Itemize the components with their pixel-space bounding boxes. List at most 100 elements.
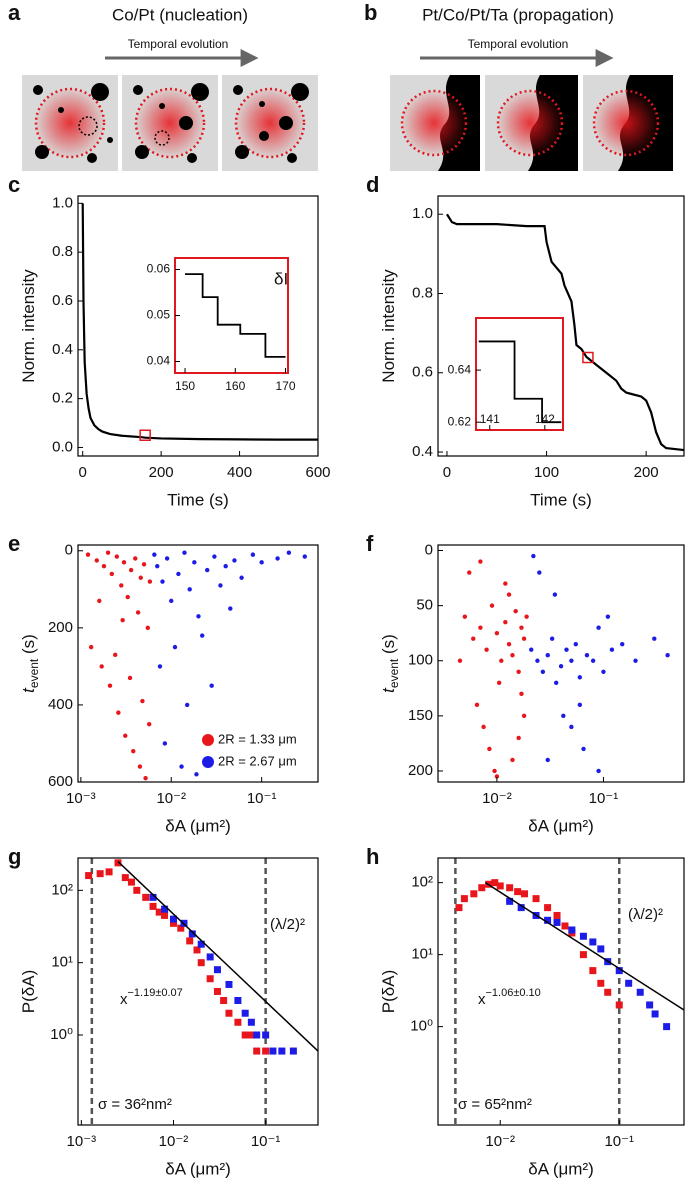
point: [516, 669, 521, 674]
point: [569, 724, 574, 730]
point: [85, 872, 93, 880]
point: [206, 975, 214, 983]
x-tick-label: 170: [275, 379, 295, 393]
point: [262, 1031, 270, 1039]
plot-frame: [77, 195, 319, 457]
x-tick-label: 400: [227, 464, 252, 481]
point: [532, 895, 540, 903]
x-tick-label: 600: [305, 464, 330, 481]
data-line: [484, 882, 685, 1011]
plot-area: [85, 550, 307, 781]
point: [247, 1018, 255, 1026]
point: [96, 870, 104, 878]
point: [152, 552, 157, 557]
point: [169, 598, 174, 604]
y-tick-label: 600: [48, 773, 73, 790]
y-axis-label-main: P(δA): [19, 970, 38, 1013]
point: [646, 1001, 654, 1009]
point: [105, 868, 113, 876]
point: [455, 904, 463, 912]
point: [149, 902, 157, 910]
point: [561, 922, 569, 930]
point: [239, 575, 244, 580]
x-tick-label: 160: [225, 379, 245, 393]
y-tick-label: 10⁰: [50, 1026, 73, 1043]
y-tick-label: 200: [408, 762, 433, 779]
point: [225, 1009, 233, 1017]
y-axis-label: Norm. intensity: [19, 269, 38, 383]
y-tick-label: 10⁰: [410, 1018, 433, 1035]
point: [289, 1047, 297, 1055]
legend-label: 2R = 2.67 μm: [218, 753, 297, 768]
point: [169, 919, 177, 927]
x-tick-label: 10⁻¹: [604, 1133, 634, 1150]
point: [596, 768, 601, 774]
y-tick-label: 0: [425, 541, 433, 558]
point: [121, 874, 129, 882]
point: [521, 636, 527, 641]
point: [145, 625, 150, 631]
zoom-marker: [139, 429, 151, 441]
point: [519, 625, 524, 630]
y-tick-label: 100: [408, 652, 433, 669]
y-tick-label: 0.62: [448, 414, 472, 428]
point: [125, 594, 130, 600]
point: [146, 721, 152, 727]
y-tick-label: 200: [48, 619, 73, 636]
x-tick-label: 10⁻²: [482, 790, 512, 807]
point: [138, 575, 143, 580]
y-tick-label: 0.06: [147, 262, 171, 276]
y-tick-label: 10¹: [411, 946, 433, 963]
point: [114, 554, 120, 559]
point: [247, 1031, 255, 1039]
fit-base: x: [478, 991, 486, 1008]
point: [535, 658, 540, 663]
point: [127, 878, 135, 886]
point: [601, 669, 606, 674]
point: [514, 888, 522, 896]
point: [109, 571, 115, 577]
point: [561, 713, 566, 719]
y-axis-label-unit: (s): [19, 634, 38, 659]
arrow-label: Temporal evolution: [128, 37, 229, 51]
point: [128, 567, 134, 573]
point: [540, 669, 546, 674]
point: [470, 890, 478, 898]
annotation: δI: [274, 269, 288, 288]
diagram-title: Co/Pt (nucleation): [112, 5, 248, 24]
point: [663, 1023, 671, 1031]
point: [135, 610, 141, 615]
point: [577, 675, 583, 680]
point: [88, 644, 94, 650]
point: [186, 937, 194, 945]
point: [200, 633, 205, 638]
point: [581, 746, 586, 752]
point: [220, 996, 228, 1004]
point: [491, 879, 499, 887]
point: [182, 550, 187, 555]
point: [184, 702, 190, 708]
y-axis-label-main: P(δA): [379, 970, 398, 1013]
y-tick-label: 0.0: [52, 438, 73, 455]
frame: [390, 75, 673, 171]
y-axis-label-unit: (s): [379, 634, 398, 659]
panel-label: d: [366, 172, 379, 197]
point: [506, 592, 512, 597]
point: [253, 1031, 261, 1039]
point: [113, 652, 118, 658]
y-tick-label: 150: [408, 707, 433, 724]
point: [496, 680, 502, 685]
plot-frame: [437, 195, 685, 457]
point: [531, 553, 536, 559]
y-tick-label: 1.0: [412, 205, 433, 222]
fit-label: x−1.06±0.10: [478, 987, 541, 1008]
point: [564, 647, 569, 652]
x-tick-label: 150: [175, 379, 195, 393]
x-tick-label: 10⁻²: [159, 1133, 189, 1150]
point: [194, 772, 199, 777]
point: [228, 606, 233, 611]
point: [496, 882, 504, 890]
point: [143, 775, 148, 781]
point: [259, 560, 264, 565]
